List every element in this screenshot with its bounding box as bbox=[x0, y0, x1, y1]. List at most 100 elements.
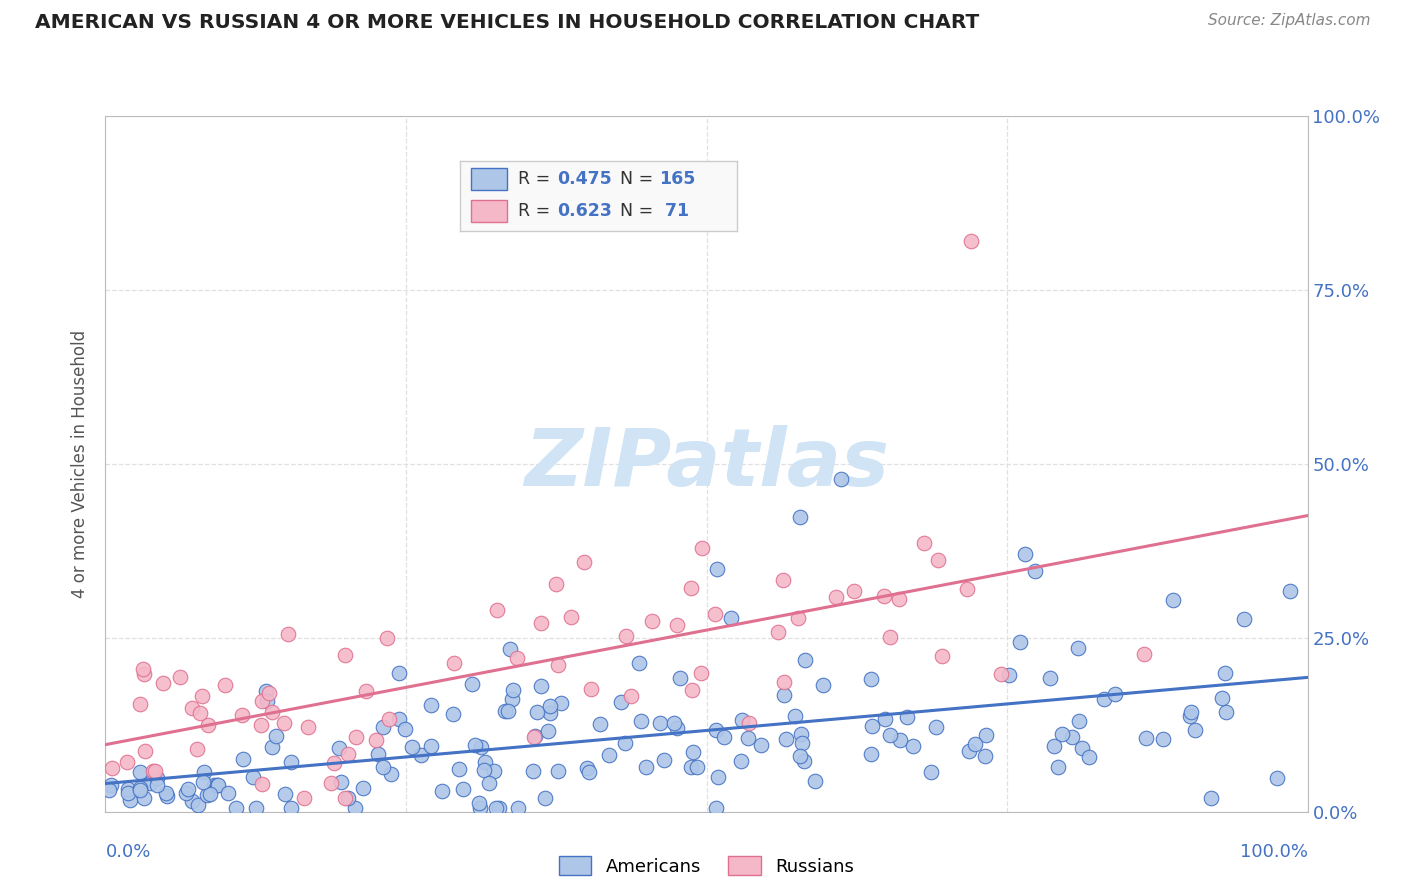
Point bbox=[614, 736, 637, 750]
Point bbox=[177, 781, 200, 796]
Point bbox=[297, 720, 319, 734]
Point bbox=[1279, 583, 1302, 598]
Point bbox=[488, 801, 510, 815]
Point bbox=[830, 472, 852, 486]
Point bbox=[128, 782, 150, 797]
Point bbox=[231, 708, 253, 723]
Point bbox=[824, 591, 846, 605]
Point bbox=[152, 676, 174, 690]
Point bbox=[1213, 665, 1236, 680]
Point bbox=[749, 738, 772, 752]
Point bbox=[474, 755, 496, 769]
Point bbox=[811, 677, 834, 691]
Text: 0.0%: 0.0% bbox=[105, 843, 150, 861]
Point bbox=[786, 611, 808, 625]
Point bbox=[912, 536, 935, 550]
Point bbox=[146, 778, 169, 792]
Point bbox=[100, 761, 122, 775]
Text: N =: N = bbox=[620, 202, 659, 220]
Point bbox=[793, 653, 815, 667]
Point bbox=[707, 770, 730, 784]
Point bbox=[1078, 750, 1101, 764]
Point bbox=[131, 662, 153, 676]
Point bbox=[773, 674, 796, 689]
Point bbox=[501, 692, 523, 706]
Point bbox=[679, 760, 702, 774]
Point bbox=[1043, 739, 1066, 753]
Point bbox=[132, 790, 155, 805]
Point bbox=[730, 713, 752, 727]
Point bbox=[333, 648, 356, 662]
Point bbox=[572, 555, 595, 569]
Point bbox=[772, 574, 794, 588]
Point bbox=[576, 761, 599, 775]
Point bbox=[666, 618, 689, 632]
Point bbox=[1104, 687, 1126, 701]
Point bbox=[367, 747, 389, 762]
Point bbox=[547, 764, 569, 778]
Point bbox=[280, 755, 302, 769]
Point bbox=[530, 615, 553, 630]
Point bbox=[634, 759, 657, 773]
Text: R =: R = bbox=[519, 170, 555, 188]
Point bbox=[896, 710, 918, 724]
Point bbox=[550, 696, 572, 710]
Point bbox=[364, 732, 387, 747]
Point bbox=[468, 796, 491, 810]
Point bbox=[931, 649, 953, 664]
Point bbox=[145, 771, 167, 785]
Point bbox=[273, 715, 295, 730]
Point bbox=[738, 715, 761, 730]
Point bbox=[337, 747, 360, 762]
Point bbox=[630, 714, 652, 728]
Point bbox=[401, 739, 423, 754]
Point bbox=[197, 718, 219, 732]
Point bbox=[186, 742, 208, 756]
Point bbox=[704, 801, 727, 815]
Point bbox=[323, 756, 346, 770]
Point bbox=[344, 731, 367, 745]
Point bbox=[502, 682, 524, 697]
Point bbox=[195, 789, 218, 803]
Point bbox=[371, 720, 394, 734]
Point bbox=[375, 631, 398, 645]
Point bbox=[333, 790, 356, 805]
Point bbox=[1067, 714, 1090, 728]
Point bbox=[1135, 731, 1157, 746]
Point bbox=[1211, 691, 1233, 706]
Point bbox=[371, 760, 394, 774]
Point bbox=[789, 509, 811, 524]
Point bbox=[1161, 592, 1184, 607]
Point bbox=[720, 611, 742, 625]
Point bbox=[232, 752, 254, 766]
Point bbox=[589, 717, 612, 731]
Bar bbox=[471, 200, 508, 222]
Point bbox=[485, 801, 508, 815]
Point bbox=[860, 747, 883, 762]
Point bbox=[682, 745, 704, 759]
Point bbox=[200, 788, 222, 802]
Point bbox=[156, 789, 179, 803]
Point bbox=[409, 747, 432, 762]
Legend: Americans, Russians: Americans, Russians bbox=[560, 856, 853, 876]
Point bbox=[461, 677, 484, 691]
Point bbox=[690, 666, 713, 681]
Point bbox=[139, 776, 162, 790]
Point bbox=[526, 705, 548, 719]
Point bbox=[262, 705, 284, 719]
Point bbox=[963, 737, 986, 751]
Point bbox=[1010, 634, 1032, 648]
Point bbox=[957, 743, 980, 757]
Point bbox=[245, 801, 267, 815]
Point bbox=[703, 607, 725, 622]
Point bbox=[598, 747, 620, 762]
Point bbox=[662, 716, 685, 731]
Point bbox=[641, 615, 664, 629]
Y-axis label: 4 or more Vehicles in Household: 4 or more Vehicles in Household bbox=[72, 330, 90, 598]
Point bbox=[730, 755, 752, 769]
Point bbox=[169, 670, 191, 684]
Point bbox=[277, 627, 299, 641]
Text: 0.623: 0.623 bbox=[557, 202, 612, 220]
Point bbox=[115, 756, 138, 770]
Point bbox=[610, 695, 633, 709]
